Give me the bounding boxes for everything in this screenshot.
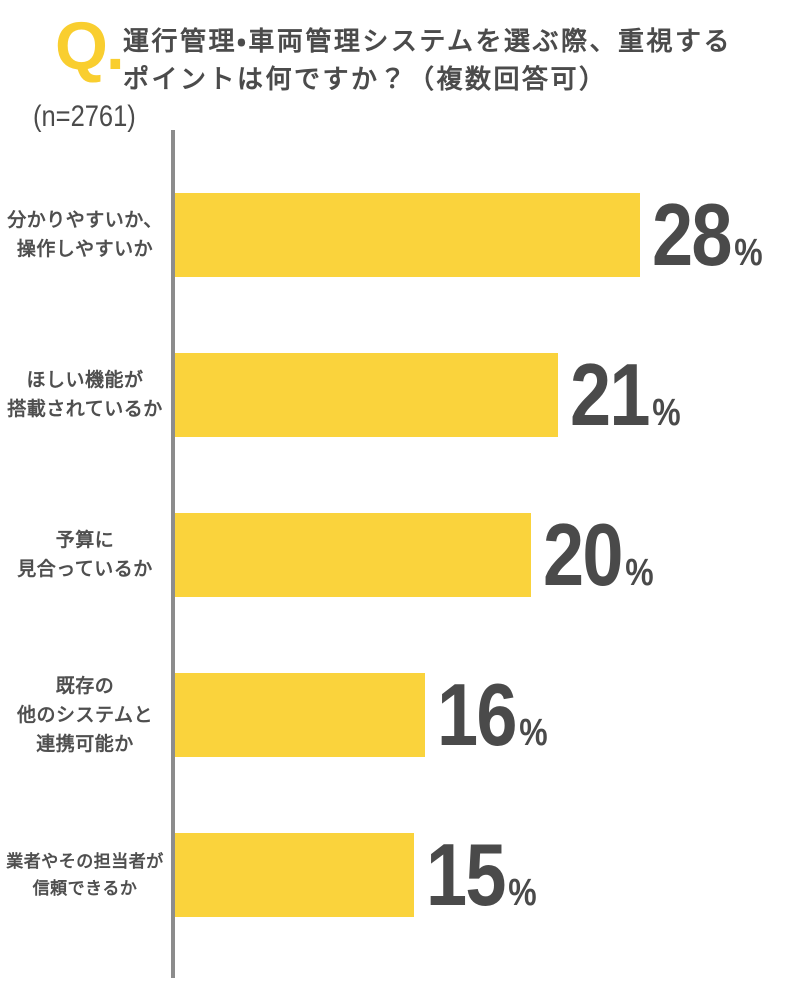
bar: [175, 193, 640, 277]
bar: [175, 353, 558, 437]
bar: [175, 513, 531, 597]
value-label: 28 %: [652, 185, 763, 284]
value-unit: %: [652, 392, 681, 434]
bar: [175, 833, 414, 917]
question-marker: Q.: [55, 8, 125, 84]
category-label: 業者やその担当者が 信頼できるか: [6, 852, 164, 898]
y-axis-line: [171, 130, 175, 978]
bar-row: 既存の 他のシステムと 連携可能か 16 %: [0, 665, 800, 764]
bar: [175, 673, 425, 757]
category-label: 分かりやすいか、 操作しやすいか: [7, 210, 163, 260]
value-number: 28: [652, 185, 733, 284]
title-line-1: 運行管理・車両管理システムを選ぶ際、重視する: [123, 26, 733, 56]
bar-row: 分かりやすいか、 操作しやすいか 28 %: [0, 185, 800, 284]
category-label: 予算に 見合っているか: [17, 530, 153, 580]
value-number: 15: [426, 825, 507, 924]
value-label: 16 %: [437, 665, 548, 764]
sample-size-label: (n=2761): [33, 100, 136, 133]
bar-row: ほしい機能が 搭載されているか 21 %: [0, 345, 800, 444]
value-label: 21 %: [570, 345, 681, 444]
value-unit: %: [519, 712, 548, 754]
bar-row: 予算に 見合っているか 20 %: [0, 505, 800, 604]
category-label: ほしい機能が 搭載されているか: [7, 370, 163, 420]
bar-row: 業者やその担当者が 信頼できるか 15 %: [0, 825, 800, 924]
category-label: 既存の 他のシステムと 連携可能か: [17, 675, 153, 755]
value-number: 21: [570, 345, 651, 444]
value-unit: %: [734, 232, 763, 274]
value-number: 20: [543, 505, 624, 604]
page-title: 運行管理・車両管理システムを選ぶ際、重視する ポイントは何ですか？（複数回答可）: [123, 22, 732, 98]
value-unit: %: [508, 872, 537, 914]
title-line-2: ポイントは何ですか？（複数回答可）: [123, 64, 608, 94]
value-label: 15 %: [426, 825, 537, 924]
value-unit: %: [625, 552, 654, 594]
value-number: 16: [437, 665, 518, 764]
value-label: 20 %: [543, 505, 654, 604]
